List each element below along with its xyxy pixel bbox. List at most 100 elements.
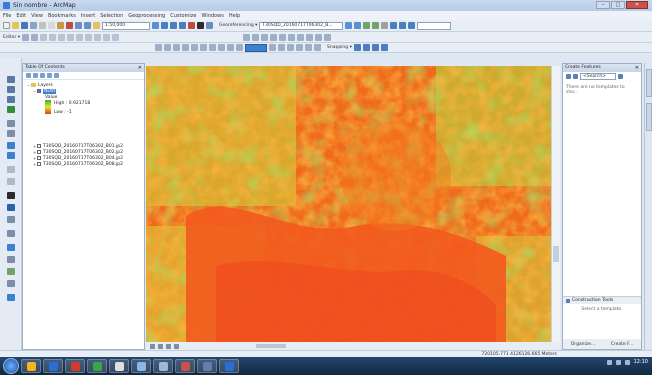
create-features-tab[interactable]: Create F... xyxy=(610,341,634,347)
snapping-menu[interactable]: Snapping ▾ xyxy=(327,45,352,50)
rotate-tool-icon[interactable] xyxy=(85,33,93,41)
list-by-visibility-icon[interactable] xyxy=(40,73,45,78)
taskbar-app[interactable] xyxy=(65,359,85,373)
layout-view-icon[interactable] xyxy=(408,22,416,29)
editor-toolbar-icon[interactable] xyxy=(152,22,159,29)
viewer-icon[interactable] xyxy=(390,22,398,29)
list-by-drawing-order-icon[interactable] xyxy=(26,73,31,78)
taskbar-app[interactable] xyxy=(131,359,151,373)
clear-selected-icon[interactable] xyxy=(7,178,15,185)
save-icon[interactable] xyxy=(21,22,28,29)
draw-shape-icon[interactable] xyxy=(261,33,269,41)
zoom-in-fixed-icon[interactable] xyxy=(155,44,162,51)
delete-links-icon[interactable] xyxy=(381,22,389,29)
map-scale-select[interactable]: 1:50,000 xyxy=(102,21,150,30)
shift-icon[interactable] xyxy=(354,22,362,29)
georeference-layer-select[interactable]: T30SQD_20160717T06302_B... xyxy=(259,21,344,30)
menu-geoprocessing[interactable]: Geoprocessing xyxy=(128,12,166,19)
trace-icon[interactable] xyxy=(58,33,66,41)
search-icon[interactable] xyxy=(618,74,623,79)
find-route-icon[interactable] xyxy=(297,33,305,41)
layer-visibility-checkbox[interactable] xyxy=(37,156,41,160)
edit-annotation-icon[interactable] xyxy=(31,33,39,41)
create-viewer-icon[interactable] xyxy=(324,33,332,41)
python-window-icon[interactable] xyxy=(197,22,204,29)
pan-icon[interactable] xyxy=(7,96,15,103)
close-icon[interactable]: ✕ xyxy=(137,65,142,71)
html-popup-icon[interactable] xyxy=(288,33,296,41)
add-data-icon[interactable] xyxy=(93,22,100,29)
back-extent-icon[interactable] xyxy=(173,44,180,51)
catalog-tab[interactable] xyxy=(646,69,652,97)
identify-tool-icon[interactable] xyxy=(7,204,15,211)
maximize-button[interactable]: □ xyxy=(611,1,625,9)
zoom-out-fixed-icon[interactable] xyxy=(164,44,171,51)
select-elements-tool-icon[interactable] xyxy=(7,192,15,199)
sketch-properties-icon[interactable] xyxy=(103,33,111,41)
measure-tool-icon[interactable] xyxy=(236,44,243,51)
organize-templates-button[interactable]: Organize... xyxy=(570,341,596,347)
create-features-icon[interactable] xyxy=(112,33,120,41)
paste-icon[interactable] xyxy=(57,22,64,29)
flicker-icon[interactable] xyxy=(278,44,285,51)
taskbar-app[interactable] xyxy=(43,359,63,373)
volume-icon[interactable] xyxy=(615,359,621,365)
organize-icon[interactable] xyxy=(566,74,571,79)
menu-view[interactable]: View xyxy=(31,12,43,19)
fixed-zoom-out-icon[interactable] xyxy=(7,130,15,137)
map-vertical-scrollbar[interactable] xyxy=(551,66,560,342)
data-view-icon[interactable] xyxy=(150,343,155,349)
menu-insert[interactable]: Insert xyxy=(80,12,96,19)
expand-icon[interactable]: + xyxy=(33,161,37,167)
effects-icon[interactable] xyxy=(287,44,294,51)
layer-ndvi-label[interactable]: NDVI xyxy=(43,88,57,94)
layer-visibility-checkbox[interactable] xyxy=(37,144,41,148)
find-icon[interactable] xyxy=(227,44,234,51)
select-icon[interactable] xyxy=(7,166,15,173)
point-snapping-icon[interactable] xyxy=(353,44,361,51)
close-button[interactable]: ✕ xyxy=(626,1,648,9)
taskbar-app[interactable] xyxy=(197,359,217,373)
layer-select-highlight[interactable] xyxy=(245,43,267,52)
hyperlink-tool-icon[interactable] xyxy=(7,216,15,223)
swipe-icon[interactable] xyxy=(269,44,276,51)
menu-file[interactable]: File xyxy=(3,12,12,19)
end-point-arc-icon[interactable] xyxy=(49,33,57,41)
fixed-zoom-in-icon[interactable] xyxy=(7,120,15,127)
collapse-icon[interactable]: − xyxy=(33,88,37,94)
route-icon[interactable] xyxy=(7,256,15,263)
taskbar-app[interactable] xyxy=(87,359,107,373)
straight-segment-icon[interactable] xyxy=(40,33,48,41)
edit-tool-icon[interactable] xyxy=(22,33,30,41)
map-display[interactable] xyxy=(146,66,560,342)
horizontal-scroll-thumb[interactable] xyxy=(256,344,286,348)
arctoolbox-icon[interactable] xyxy=(188,22,195,29)
zoom-out-icon[interactable] xyxy=(7,86,15,93)
minimize-button[interactable]: – xyxy=(596,1,610,9)
layer-item[interactable]: + T30SQD_20160717T06302_B01.jp2 xyxy=(27,143,140,149)
xy-icon[interactable] xyxy=(7,268,15,275)
taskbar-app[interactable] xyxy=(219,359,239,373)
go-back-icon[interactable] xyxy=(7,142,15,149)
layer-visibility-checkbox[interactable] xyxy=(37,162,41,166)
transparency-icon[interactable] xyxy=(314,44,321,51)
end-snapping-icon[interactable] xyxy=(362,44,370,51)
editor-menu[interactable]: Editor ▾ xyxy=(3,34,21,40)
zoom-in-icon[interactable] xyxy=(7,76,15,83)
refresh-icon[interactable] xyxy=(166,343,171,349)
open-folder-icon[interactable] xyxy=(12,22,19,29)
expand-icon[interactable]: + xyxy=(33,149,37,155)
fit-to-display-icon[interactable] xyxy=(399,22,407,29)
filter-icon[interactable] xyxy=(573,74,578,79)
select-features-icon[interactable] xyxy=(191,44,198,51)
taskbar-app[interactable] xyxy=(175,359,195,373)
vertex-snapping-icon[interactable] xyxy=(371,44,379,51)
collapse-icon[interactable]: − xyxy=(27,82,31,88)
measure-icon[interactable] xyxy=(270,33,278,41)
layout-view-icon[interactable] xyxy=(158,343,163,349)
full-extent-icon[interactable] xyxy=(7,106,15,113)
pointer-icon[interactable] xyxy=(209,44,216,51)
print-icon[interactable] xyxy=(30,22,37,29)
template-search-input[interactable]: <Search> xyxy=(580,73,616,80)
edge-snapping-icon[interactable] xyxy=(380,44,388,51)
